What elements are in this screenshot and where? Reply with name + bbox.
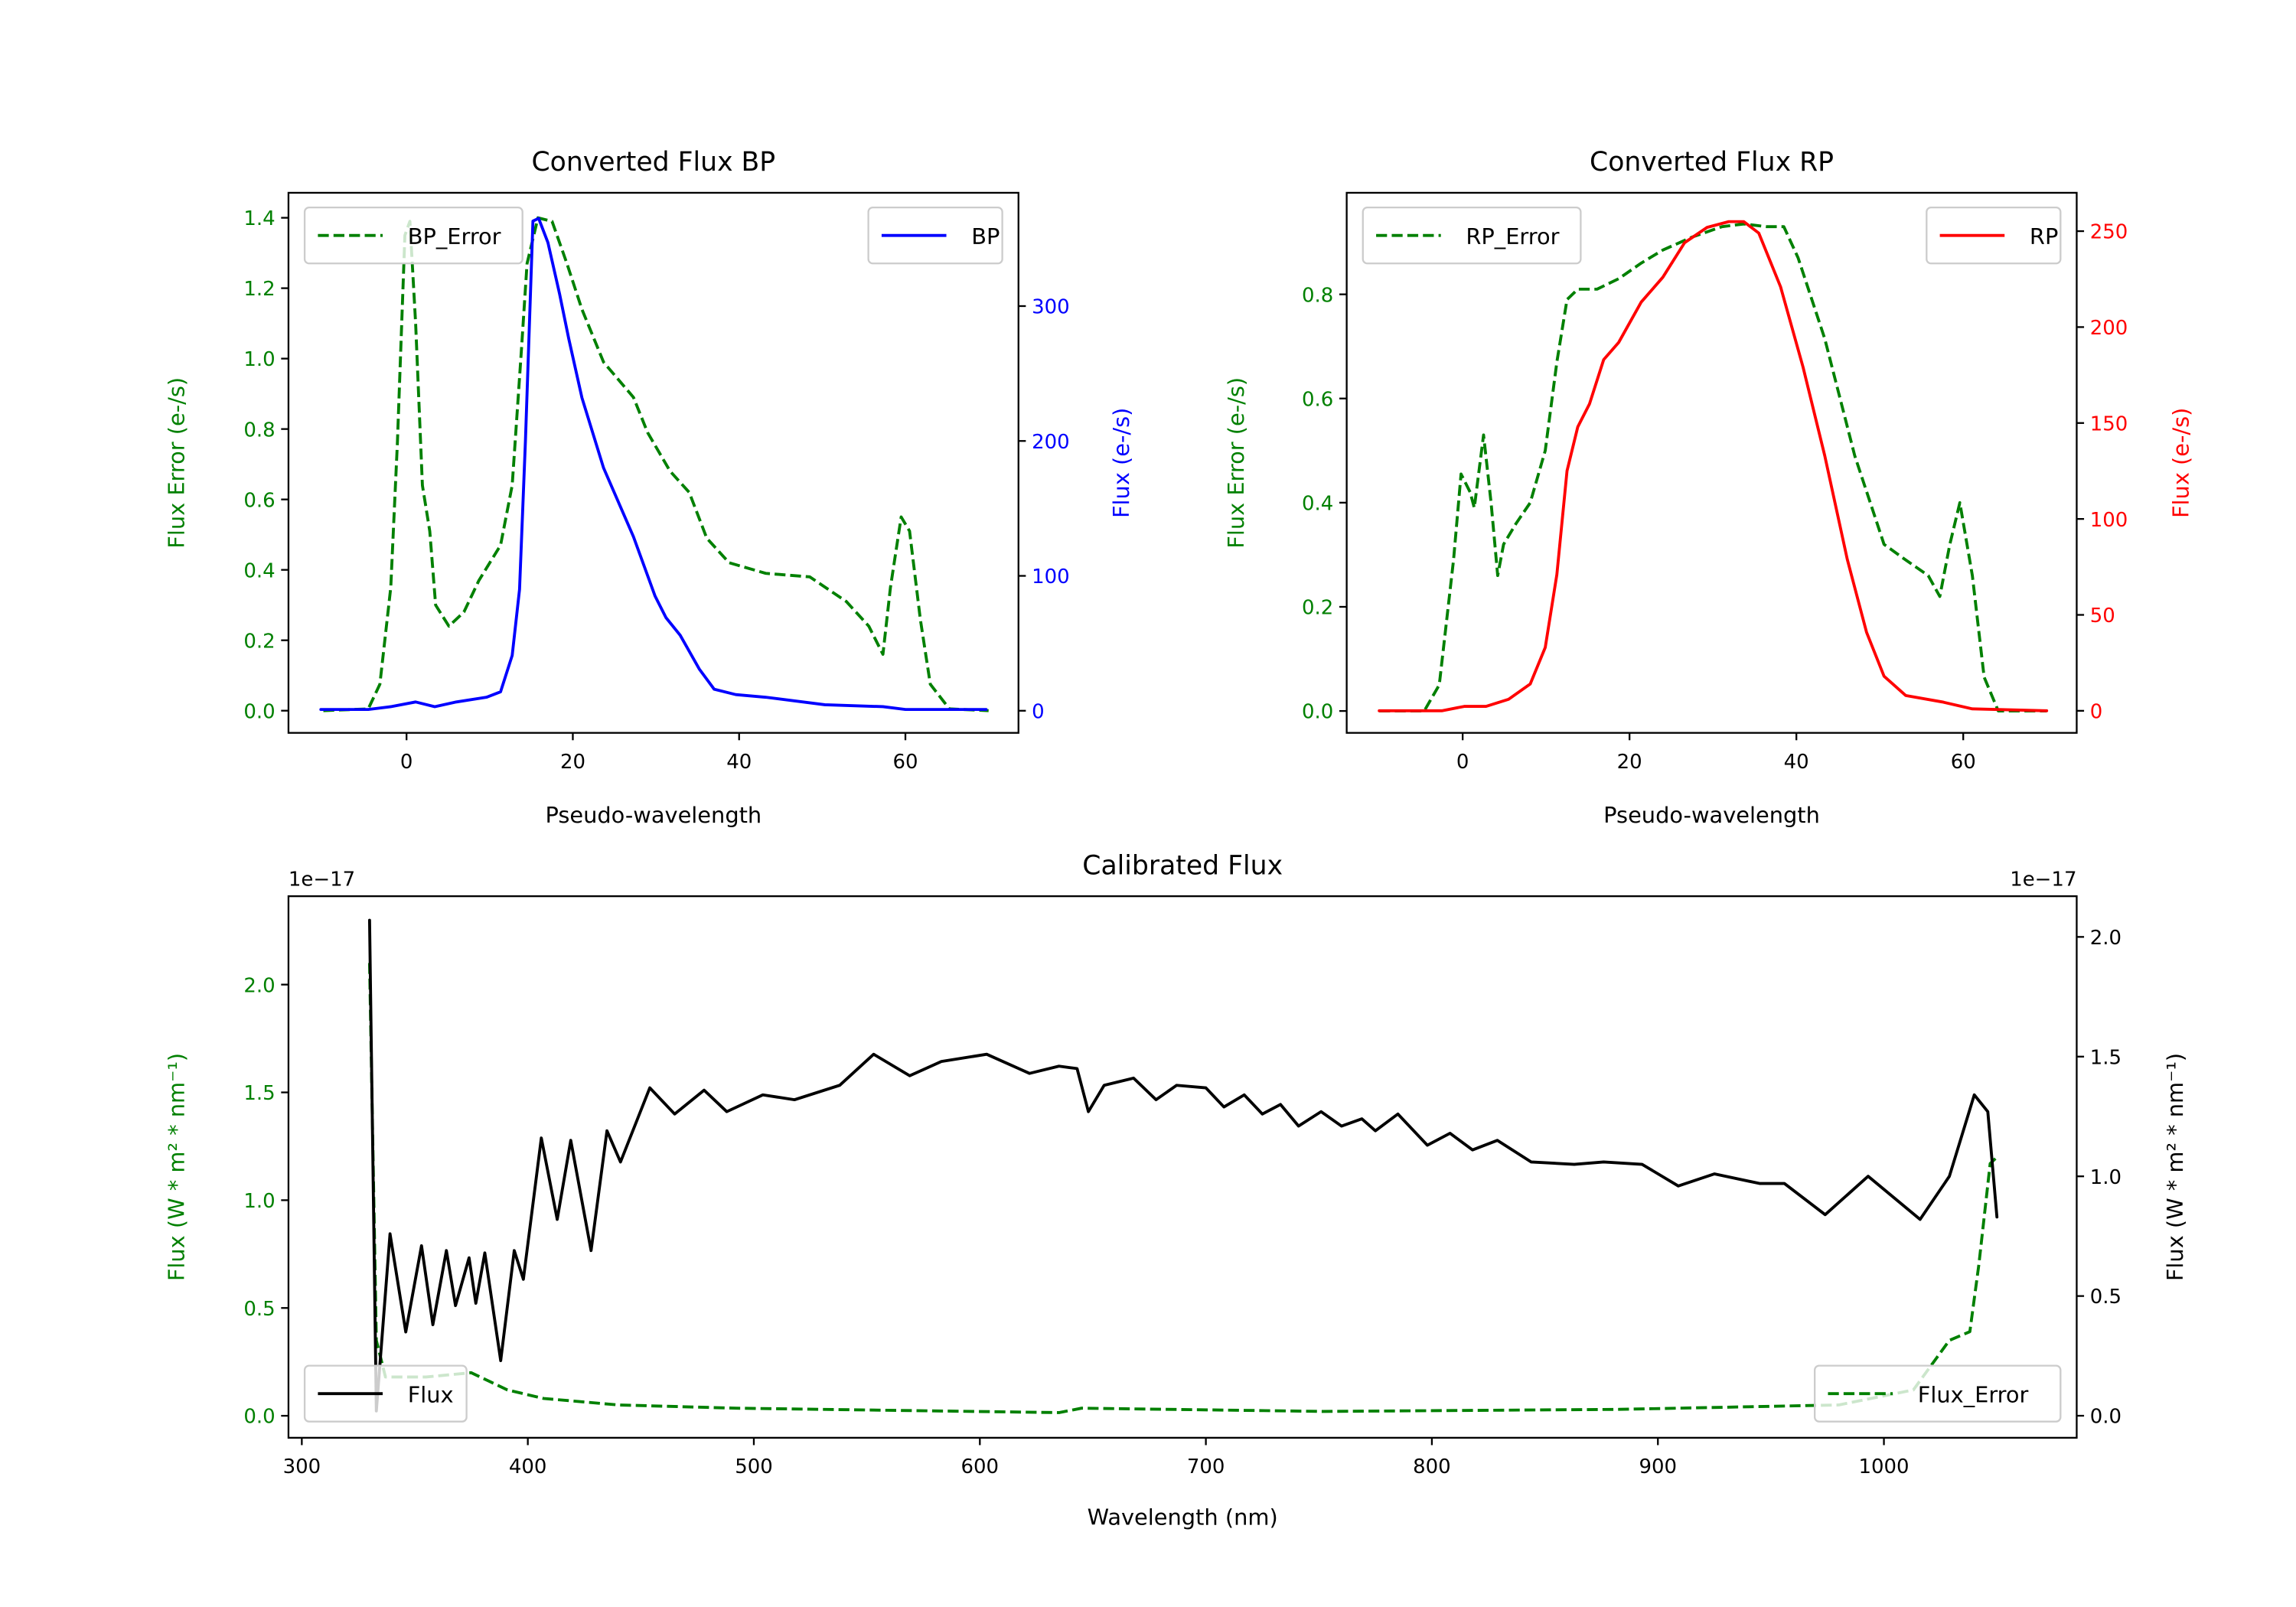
left-y-tick-label: 0.8 (1302, 284, 1333, 307)
plot-area-frame (287, 191, 1019, 734)
chart-title: Calibrated Flux (1082, 850, 1283, 881)
left-y-tick-label: 0.4 (243, 559, 275, 582)
left-y-tick-label: 2.0 (243, 974, 275, 997)
left-y-axis-label: Flux Error (e-/s) (1223, 377, 1249, 549)
right-y-tick-label: 300 (1032, 296, 1070, 319)
x-tick-label: 1000 (1859, 1455, 1910, 1478)
right-y-tick-label: 150 (2090, 412, 2128, 435)
legend-frame (1814, 1364, 2062, 1423)
legend-label: RP (2030, 223, 2058, 249)
x-tick-label: 20 (1617, 751, 1642, 774)
left-y-axis-label: Flux (W * m² * nm⁻¹) (163, 1053, 189, 1281)
series-line-flux (367, 918, 1999, 1413)
x-tick-label: 600 (961, 1455, 1000, 1478)
x-tick-label: 0 (400, 751, 413, 774)
panel-converted-flux-bp: 0 20 40 60 0.0 0.2 0.4 0.6 0.8 1.0 1.2 1.4 Flux Erro… (163, 147, 1134, 828)
right-y-tick-label: 100 (2090, 509, 2128, 532)
legend-bp: BP (867, 207, 1003, 265)
left-y-tick-label: 0.6 (1302, 388, 1333, 411)
legend-bp-error: BP_Error (303, 207, 523, 265)
x-tick-label: 40 (1784, 751, 1809, 774)
left-y-tick-label: 0.6 (243, 489, 275, 512)
x-tick-label: 900 (1639, 1455, 1677, 1478)
left-y-tick-label: 1.5 (243, 1082, 275, 1105)
legend-label: Flux_Error (1918, 1382, 2029, 1408)
right-y-tick-label: 1.0 (2090, 1166, 2122, 1189)
series-line-rp (1378, 220, 2049, 712)
left-y-tick-label: 1.0 (243, 348, 275, 371)
left-y-tick-label: 0.2 (243, 630, 275, 653)
x-axis-label: Wavelength (nm) (1088, 1504, 1278, 1530)
chart-title: Converted Flux RP (1590, 147, 1834, 178)
x-tick-label: 60 (893, 751, 918, 774)
left-y-tick-label: 0.0 (243, 1406, 275, 1429)
plot-area-frame (287, 895, 2078, 1439)
right-y-tick-label: 1.5 (2090, 1046, 2122, 1069)
left-y-tick-label: 1.2 (243, 278, 275, 301)
left-y-tick-label: 0.5 (243, 1298, 275, 1321)
left-y-axis-label: Flux Error (e-/s) (163, 377, 189, 549)
x-tick-label: 800 (1413, 1455, 1451, 1478)
left-y-tick-label: 1.0 (243, 1190, 275, 1213)
right-y-tick-label: 200 (1032, 431, 1070, 454)
panel-converted-flux-rp: 0 20 40 60 0.0 0.2 0.4 0.6 0.8 Flux Error (e-/s) 0… (1223, 147, 2194, 828)
right-y-axis-label: Flux (e-/s) (2168, 408, 2194, 518)
legend-rp: RP (1926, 207, 2062, 265)
right-y-tick-label: 2.0 (2090, 927, 2122, 950)
left-y-tick-label: 0.4 (1302, 492, 1333, 515)
legend-label: Flux (408, 1382, 454, 1408)
left-y-tick-label: 0.0 (1302, 701, 1333, 724)
series-line-bp-error (323, 216, 989, 712)
x-tick-label: 700 (1187, 1455, 1225, 1478)
x-axis-label: Pseudo-wavelength (1603, 802, 1820, 828)
left-y-tick-label: 1.4 (243, 207, 275, 230)
x-tick-label: 40 (726, 751, 752, 774)
x-tick-label: 500 (735, 1455, 773, 1478)
x-tick-label: 60 (1951, 751, 1976, 774)
legend-frame (303, 1364, 468, 1423)
right-y-tick-label: 0 (1032, 700, 1045, 723)
x-tick-label: 20 (560, 751, 585, 774)
right-offset-text: 1e−17 (2010, 869, 2076, 892)
legend-label: BP_Error (408, 223, 501, 249)
series-line-rp-error (1379, 222, 2047, 712)
series-line-flux-error (367, 963, 1998, 1414)
x-axis-label: Pseudo-wavelength (545, 802, 762, 828)
right-y-axis-label: Flux (W * m² * nm⁻¹) (2162, 1053, 2188, 1281)
chart-title: Converted Flux BP (532, 147, 776, 178)
legend-flux: Flux (303, 1364, 468, 1423)
series-line-bp (319, 217, 988, 712)
legend-flux-error: Flux_Error (1814, 1364, 2062, 1423)
right-y-tick-label: 250 (2090, 221, 2128, 244)
right-y-tick-label: 0.5 (2090, 1286, 2122, 1309)
x-tick-label: 0 (1456, 751, 1469, 774)
right-y-tick-label: 0.0 (2090, 1406, 2122, 1429)
plot-area-frame (1345, 191, 2078, 734)
left-y-tick-label: 0.8 (243, 419, 275, 442)
right-y-axis-label: Flux (e-/s) (1108, 408, 1134, 518)
legend-label: RP_Error (1466, 223, 1559, 249)
legend-label: BP (971, 223, 1000, 249)
legend-frame (1362, 207, 1582, 265)
legend-frame (303, 207, 523, 265)
right-y-tick-label: 200 (2090, 317, 2128, 340)
left-offset-text: 1e−17 (289, 869, 355, 892)
right-y-tick-label: 0 (2090, 700, 2103, 723)
legend-rp-error: RP_Error (1362, 207, 1582, 265)
left-y-tick-label: 0.2 (1302, 597, 1333, 620)
left-y-tick-label: 0.0 (243, 700, 275, 723)
x-tick-label: 300 (283, 1455, 321, 1478)
x-tick-label: 400 (509, 1455, 547, 1478)
right-y-tick-label: 50 (2090, 605, 2115, 627)
right-y-tick-label: 100 (1032, 566, 1070, 588)
panel-calibrated-flux: 300 400 500 600 700 800 900 1000 0.0 0.5 1.0 1.5 2.0… (163, 850, 2188, 1530)
